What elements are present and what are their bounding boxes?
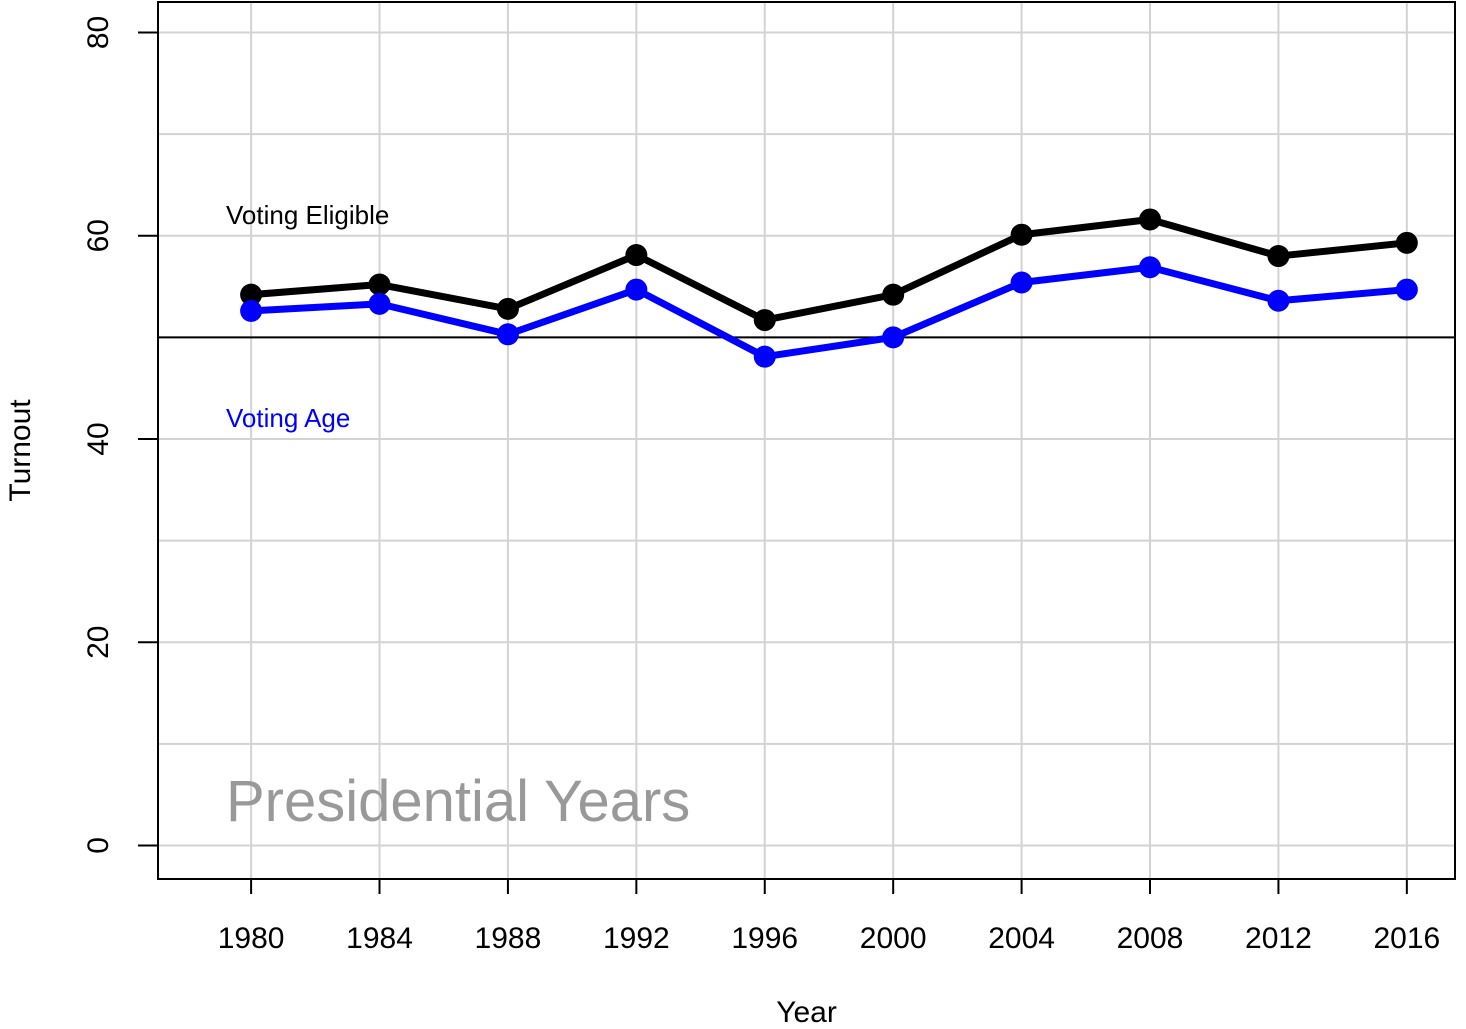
data-point-voting-eligible bbox=[240, 283, 263, 306]
x-tick-label: 1996 bbox=[731, 922, 798, 955]
y-axis: 0 20 40 60 80 bbox=[82, 16, 159, 854]
x-tick-label: 1984 bbox=[346, 922, 413, 955]
data-point-voting-eligible bbox=[625, 244, 648, 267]
data-point-voting-age bbox=[882, 326, 905, 349]
x-axis: 1980 1984 1988 1992 1996 2000 2004 2008 2012 2016 bbox=[218, 878, 1440, 955]
x-tick-label: 2012 bbox=[1245, 922, 1312, 955]
data-point-voting-eligible bbox=[496, 297, 519, 320]
series-label-voting-age: Voting Age bbox=[226, 403, 350, 433]
data-point-voting-eligible bbox=[1267, 245, 1290, 268]
grid bbox=[158, 2, 1455, 879]
x-axis-label: Year bbox=[776, 996, 837, 1029]
x-tick-label: 2016 bbox=[1373, 922, 1440, 955]
x-tick-label: 2008 bbox=[1117, 922, 1184, 955]
data-point-voting-age bbox=[1010, 271, 1033, 294]
data-point-voting-eligible bbox=[1395, 231, 1418, 254]
x-tick-label: 2004 bbox=[988, 922, 1055, 955]
data-point-voting-age bbox=[368, 292, 391, 315]
data-point-voting-age bbox=[753, 345, 776, 368]
chart-annotation: Presidential Years bbox=[226, 769, 690, 834]
data-point-voting-eligible bbox=[1010, 223, 1033, 246]
series-label-voting-eligible: Voting Eligible bbox=[226, 200, 389, 230]
y-tick-label: 0 bbox=[82, 837, 115, 854]
series-line-voting-eligible bbox=[250, 215, 1408, 324]
series-line-voting-age bbox=[250, 263, 1408, 361]
series-layer bbox=[240, 208, 1418, 368]
data-point-voting-age bbox=[625, 278, 648, 301]
data-point-voting-age bbox=[1267, 289, 1290, 312]
y-tick-label: 20 bbox=[82, 626, 115, 659]
data-point-voting-age bbox=[1139, 256, 1162, 279]
data-point-voting-eligible bbox=[753, 309, 776, 332]
data-point-voting-eligible bbox=[1139, 208, 1162, 231]
x-tick-label: 1980 bbox=[218, 922, 285, 955]
data-point-voting-age bbox=[1395, 278, 1418, 301]
y-tick-label: 80 bbox=[82, 16, 115, 49]
y-tick-label: 60 bbox=[82, 219, 115, 252]
y-tick-label: 40 bbox=[82, 422, 115, 455]
x-tick-label: 1988 bbox=[475, 922, 542, 955]
y-axis-label: Turnout bbox=[4, 399, 37, 502]
x-tick-label: 1992 bbox=[603, 922, 670, 955]
data-point-voting-age bbox=[240, 299, 263, 322]
data-point-voting-eligible bbox=[368, 273, 391, 296]
x-tick-label: 2000 bbox=[860, 922, 927, 955]
data-point-voting-age bbox=[496, 323, 519, 346]
data-point-voting-eligible bbox=[882, 283, 905, 306]
